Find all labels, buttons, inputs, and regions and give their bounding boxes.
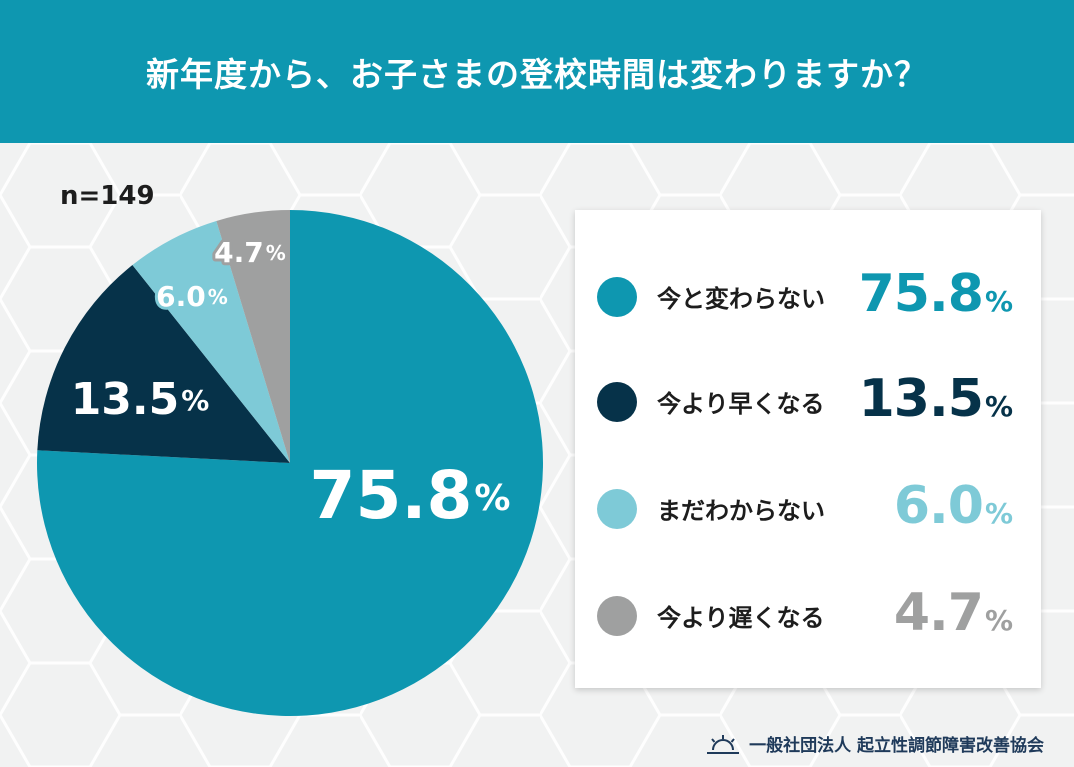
pie-data-label-1: 75.8% — [310, 457, 511, 534]
legend-value-4: 4.7% — [893, 583, 1013, 643]
pie-data-label-4: 4.7% — [214, 236, 286, 269]
legend-panel: 今と変わらない 75.8% 今より早くなる 13.5% まだわからない 6.0% 今より遅く… — [575, 210, 1041, 688]
legend-swatch-1 — [597, 277, 637, 317]
header-banner: 新年度から、お子さまの登校時間は変わりますか？ — [0, 0, 1074, 143]
legend-value-1: 75.8% — [858, 264, 1013, 324]
organization-name: 一般社団法人 起立性調節障害改善協会 — [749, 736, 1044, 756]
pie-slice-1 — [37, 209, 544, 716]
legend-label-4: 今より遅くなる — [657, 604, 825, 632]
pie-data-label-2: 13.5% — [71, 374, 210, 425]
legend-swatch-4 — [597, 596, 637, 636]
sunrise-logo-icon — [707, 734, 740, 754]
legend-swatch-2 — [597, 382, 637, 422]
legend-item-4: 今より遅くなる 4.7% — [575, 583, 1041, 645]
legend-item-3: まだわからない 6.0% — [575, 476, 1041, 538]
pie-slice-3 — [132, 220, 290, 463]
pie-slice-4 — [216, 210, 290, 463]
legend-value-2: 13.5% — [858, 369, 1013, 429]
chart-title: 新年度から、お子さまの登校時間は変わりますか？ — [146, 54, 928, 94]
legend-value-3: 6.0% — [893, 476, 1013, 536]
legend-item-2: 今より早くなる 13.5% — [575, 369, 1041, 431]
legend-swatch-3 — [597, 489, 637, 529]
legend-label-3: まだわからない — [657, 497, 825, 525]
legend-item-1: 今と変わらない 75.8% — [575, 264, 1041, 326]
pie-data-label-3: 6.0% — [156, 280, 228, 313]
legend-label-2: 今より早くなる — [657, 390, 825, 418]
sample-size-label: n=149 — [60, 181, 155, 211]
footer-credit: 一般社団法人 起立性調節障害改善協会 — [705, 731, 1044, 756]
pie-slice-2 — [37, 265, 290, 463]
legend-label-1: 今と変わらない — [657, 285, 825, 313]
